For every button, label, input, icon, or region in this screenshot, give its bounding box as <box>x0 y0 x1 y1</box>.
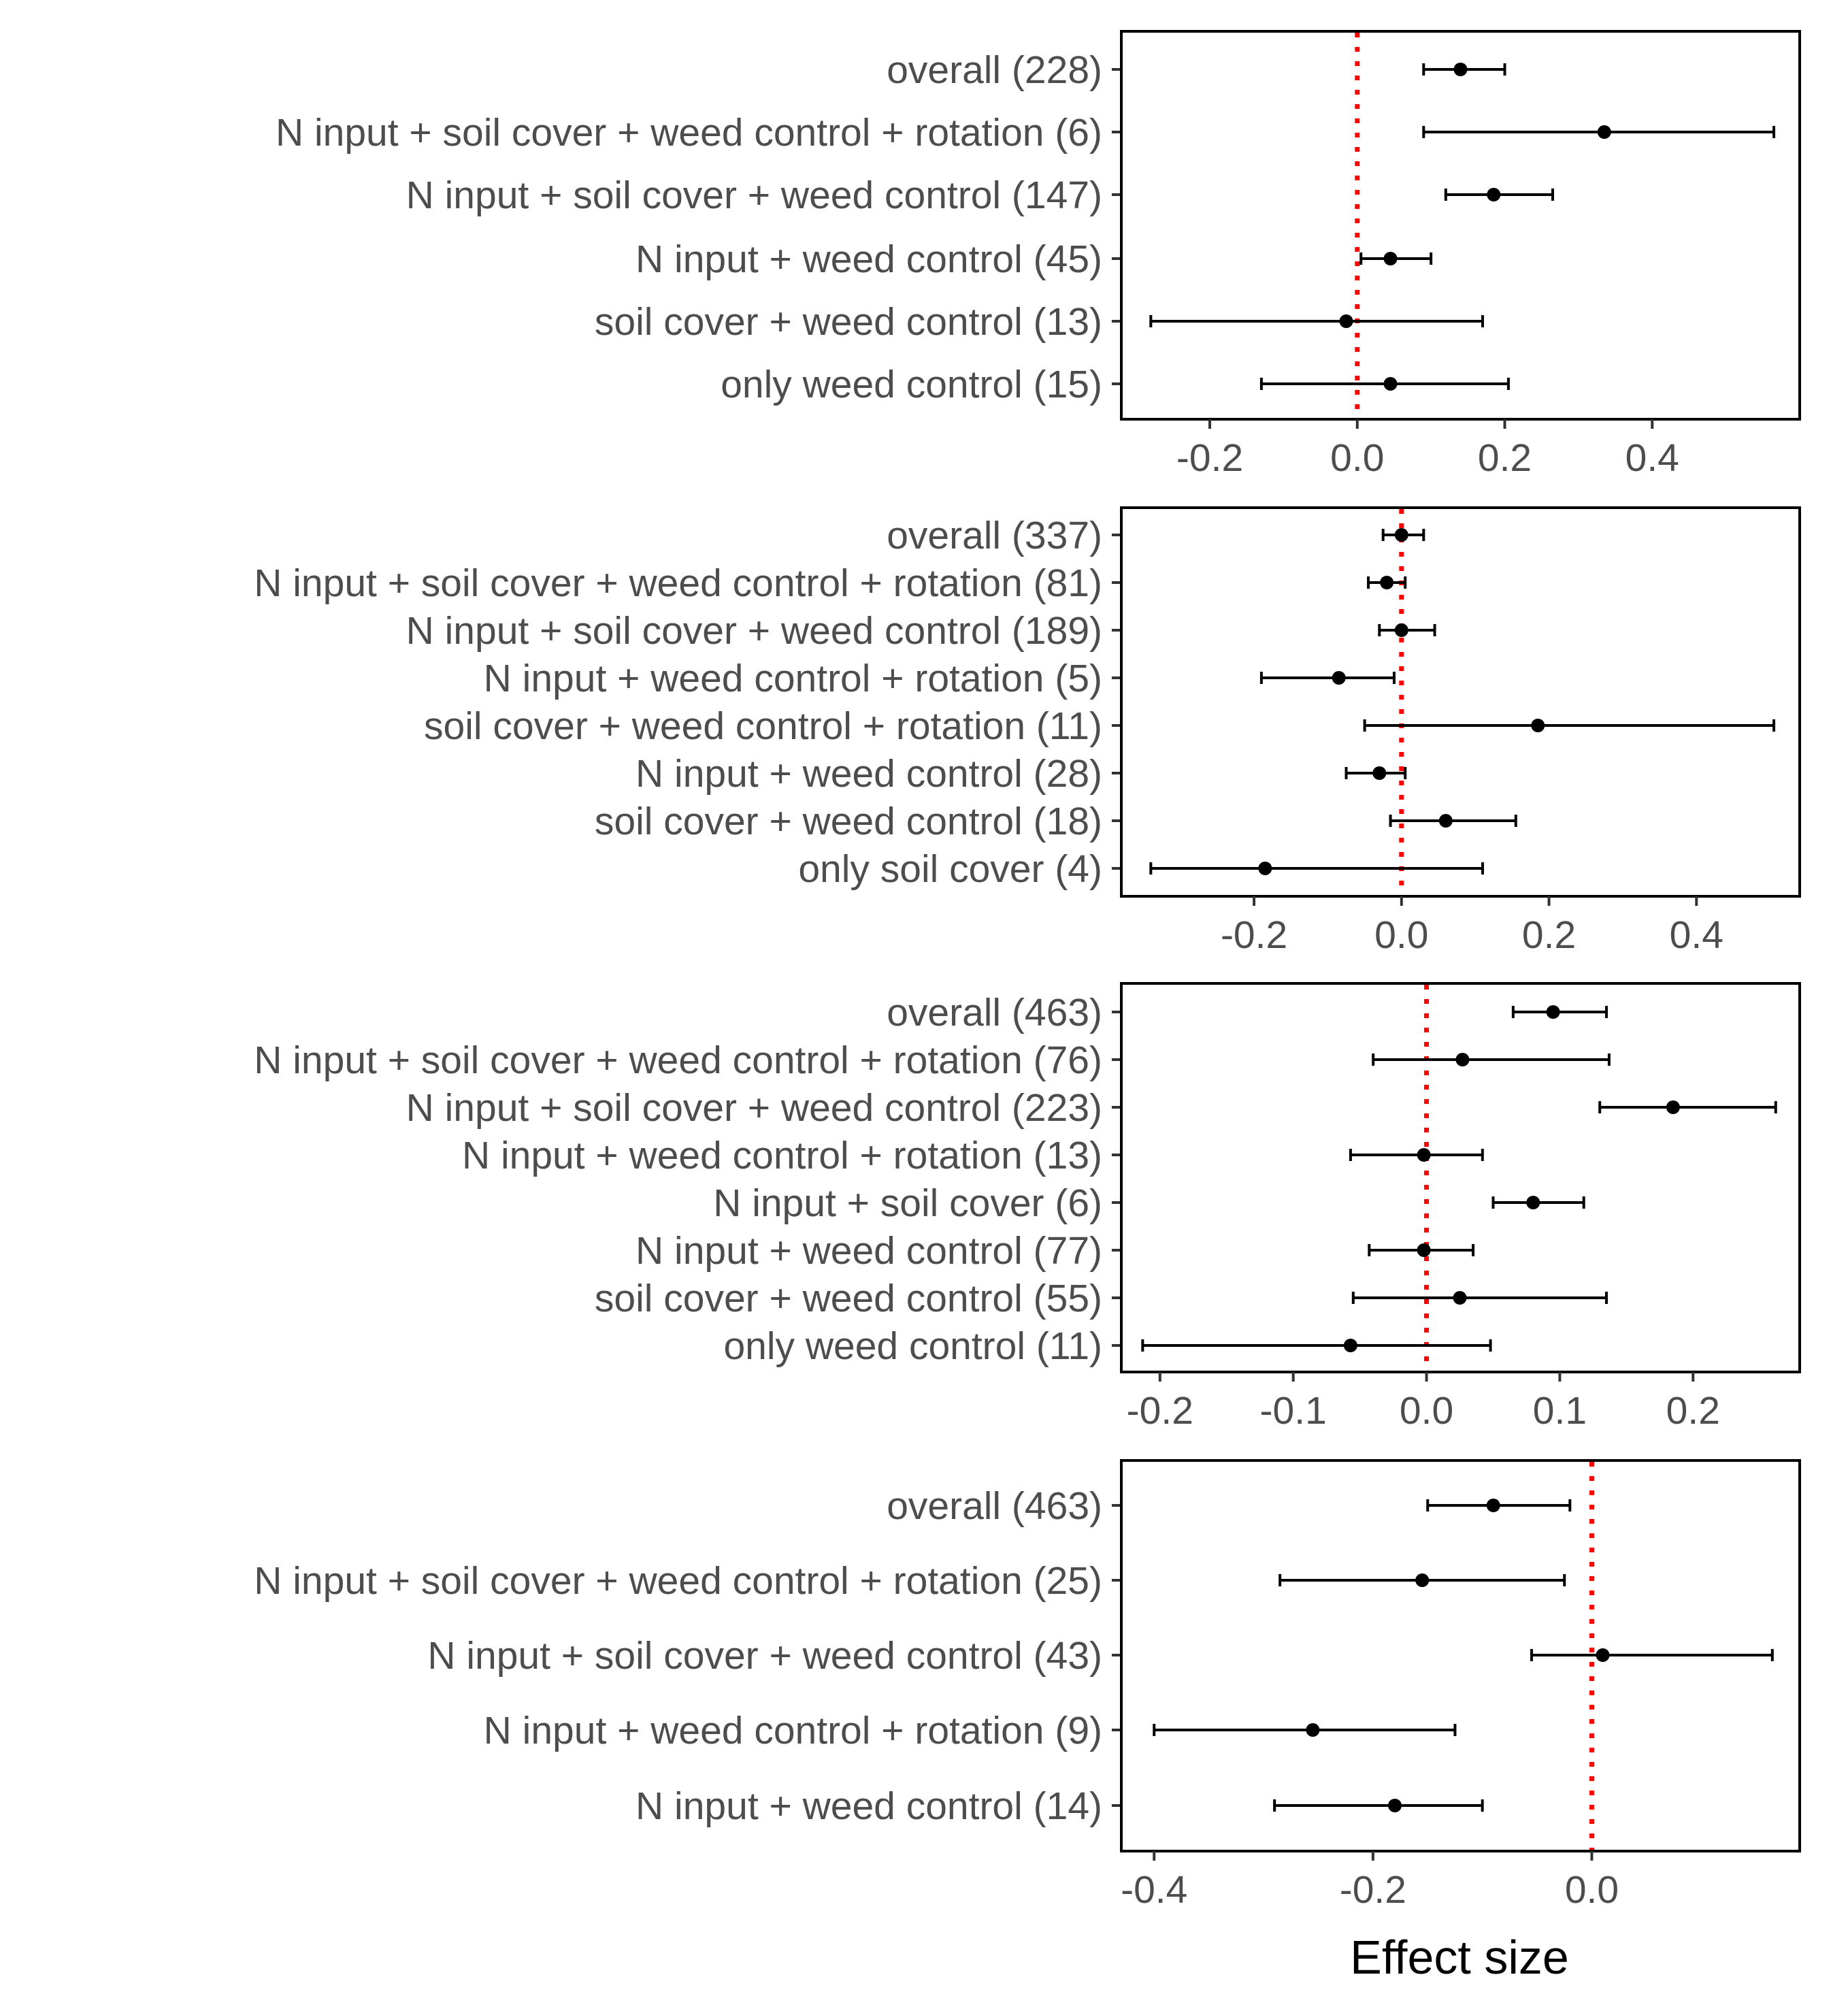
point-estimate <box>1339 314 1353 328</box>
row-label: soil cover + weed control (18) <box>595 800 1102 843</box>
point-estimate <box>1486 1499 1500 1512</box>
point-estimate <box>1455 1053 1470 1066</box>
x-tick-label: 0.0 <box>1400 1389 1453 1433</box>
row-label: N input + soil cover + weed control (223… <box>406 1086 1102 1130</box>
row-label: N input + soil cover (6) <box>713 1181 1102 1225</box>
row-label: N input + soil cover + weed control + ro… <box>254 1559 1102 1603</box>
row-label: N input + weed control + rotation (9) <box>484 1709 1102 1752</box>
point-estimate <box>1383 252 1398 265</box>
x-tick-label: -0.1 <box>1260 1389 1327 1433</box>
point-estimate <box>1394 623 1408 637</box>
row-label: N input + weed control + rotation (13) <box>462 1134 1102 1177</box>
row-label: N input + soil cover + weed control + ro… <box>254 561 1102 605</box>
row-label: only soil cover (4) <box>798 847 1102 891</box>
x-tick-label: 0.2 <box>1522 913 1576 957</box>
x-tick-label: 0.0 <box>1565 1868 1619 1912</box>
x-tick-label: 0.2 <box>1666 1389 1720 1433</box>
point-estimate <box>1383 377 1398 391</box>
forest-panel-1: overall (228) N input + soil cover + weed… <box>276 30 1801 480</box>
point-estimate <box>1388 1799 1402 1812</box>
x-tick-label: -0.4 <box>1121 1868 1187 1912</box>
x-tick-label: 0.1 <box>1533 1389 1587 1433</box>
row-label: N input + soil cover + weed control (189… <box>406 609 1102 653</box>
forest-panel-3: overall (463) N input + soil cover + weed… <box>254 982 1801 1433</box>
row-label: overall (463) <box>887 991 1102 1034</box>
row-label: N input + soil cover + weed control + ro… <box>254 1039 1102 1082</box>
row-label: only weed control (15) <box>721 363 1102 406</box>
point-estimate <box>1546 1005 1560 1019</box>
point-estimate <box>1526 1196 1540 1209</box>
point-estimate <box>1332 671 1346 685</box>
point-estimate <box>1438 814 1453 828</box>
point-estimate <box>1372 766 1387 780</box>
row-label: N input + soil cover + weed control (43) <box>427 1634 1102 1678</box>
panel-border <box>1120 982 1801 1373</box>
forest-panel-4: overall (463) N input + soil cover + weed… <box>254 1459 1801 1912</box>
row-label: N input + soil cover + weed control (147… <box>406 174 1102 217</box>
forest-panel-2: overall (337)N input + soil cover + weed… <box>254 506 1801 957</box>
point-estimate <box>1258 862 1272 875</box>
point-estimate <box>1596 1648 1610 1662</box>
x-tick-label: 0.0 <box>1330 436 1384 480</box>
x-tick-label: -0.2 <box>1176 436 1243 480</box>
point-estimate <box>1453 1291 1467 1305</box>
point-estimate <box>1597 125 1611 139</box>
row-label: N input + weed control (45) <box>636 238 1102 281</box>
x-tick-label: 0.2 <box>1478 436 1532 480</box>
point-estimate <box>1417 1243 1431 1257</box>
x-tick-label: 0.0 <box>1374 913 1428 957</box>
x-tick-label: 0.4 <box>1670 913 1723 957</box>
x-tick-label: -0.2 <box>1340 1868 1406 1912</box>
point-estimate <box>1394 528 1408 542</box>
point-estimate <box>1453 63 1468 76</box>
x-tick-label: 0.4 <box>1626 436 1679 480</box>
panel-border <box>1120 30 1801 421</box>
point-estimate <box>1380 576 1394 589</box>
row-label: only weed control (11) <box>723 1324 1102 1368</box>
row-label: N input + weed control (28) <box>636 752 1102 796</box>
row-label: N input + weed control + rotation (5) <box>484 657 1102 700</box>
row-label: overall (337) <box>887 514 1102 557</box>
panels-group: overall (228) N input + soil cover + weed… <box>254 30 1801 1912</box>
panel-border <box>1120 506 1801 898</box>
point-estimate <box>1417 1148 1431 1162</box>
panel-border <box>1120 1459 1801 1852</box>
point-estimate <box>1343 1339 1357 1352</box>
row-label: N input + soil cover + weed control + ro… <box>276 111 1102 154</box>
point-estimate <box>1487 188 1501 201</box>
x-axis-title: Effect size <box>1350 1931 1569 1984</box>
row-label: N input + weed control (77) <box>636 1229 1102 1273</box>
x-tick-label: -0.2 <box>1221 913 1287 957</box>
row-label: overall (463) <box>887 1484 1102 1528</box>
point-estimate <box>1531 719 1545 732</box>
point-estimate <box>1306 1723 1320 1737</box>
row-label: soil cover + weed control (55) <box>595 1277 1102 1320</box>
row-label: N input + weed control (14) <box>636 1784 1102 1828</box>
row-label: soil cover + weed control + rotation (11… <box>424 704 1102 748</box>
point-estimate <box>1415 1573 1430 1587</box>
x-tick-label: -0.2 <box>1127 1389 1193 1433</box>
point-estimate <box>1666 1100 1680 1114</box>
row-label: overall (228) <box>887 48 1102 92</box>
row-label: soil cover + weed control (13) <box>595 300 1102 344</box>
